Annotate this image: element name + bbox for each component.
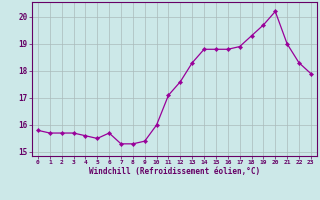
X-axis label: Windchill (Refroidissement éolien,°C): Windchill (Refroidissement éolien,°C) [89, 167, 260, 176]
